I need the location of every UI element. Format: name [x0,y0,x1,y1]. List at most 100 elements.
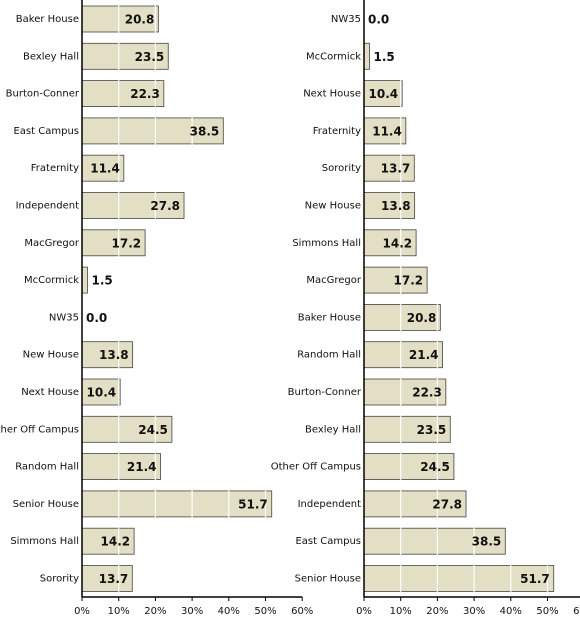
category-label: Senior House [13,499,79,510]
x-tick-label: 40% [500,606,522,617]
bar [81,565,133,592]
bar [363,80,403,107]
category-label: East Campus [295,536,361,547]
bar [81,117,224,145]
value-label: 14.2 [383,236,413,250]
value-label: 13.8 [381,199,411,213]
x-tick-label: 60% [573,606,580,617]
value-label: 21.4 [127,460,157,474]
category-label: Random Hall [297,350,361,361]
value-label: 20.8 [125,13,155,27]
x-tick-label: 10% [108,606,130,617]
value-label: 27.8 [432,497,462,511]
bar [81,527,135,555]
value-label: 38.5 [472,535,502,549]
bar [81,229,146,257]
bar [363,341,443,369]
value-label: 24.5 [420,460,450,474]
value-label: 23.5 [135,50,165,64]
value-label: 24.5 [138,423,168,437]
category-label: McCormick [24,275,79,286]
x-tick-label: 10% [390,606,412,617]
bar [81,453,161,481]
category-label: Sorority [322,163,361,174]
bar [81,266,88,294]
bar [363,453,455,481]
value-label: 11.4 [372,124,402,138]
x-tick-label: 0% [356,606,372,617]
category-label: Bexley Hall [23,51,79,62]
category-label: Burton-Conner [6,89,80,100]
value-label: 21.4 [409,348,439,362]
category-label: Independent [16,201,79,212]
value-label: 10.4 [369,87,399,101]
bar [363,490,467,518]
bar [363,229,417,257]
category-label: Baker House [298,312,361,323]
value-label: 10.4 [87,386,117,400]
category-label: New House [305,201,361,212]
x-tick-label: 30% [181,606,203,617]
bar [363,303,441,331]
category-label: East Campus [13,126,79,137]
category-label: Fraternity [31,163,79,174]
x-tick-label: 0% [74,606,90,617]
value-label: 11.4 [90,162,120,176]
bar [81,415,173,443]
x-tick-label: 50% [254,606,276,617]
bar [81,154,125,182]
value-label: 1.5 [374,50,395,64]
category-label: Sorority [40,574,79,585]
value-label: 0.0 [86,311,107,325]
category-label: MacGregor [24,238,80,249]
category-label: Other Off Campus [0,424,79,435]
category-label: Other Off Campus [271,462,361,473]
x-tick-label: 30% [463,606,485,617]
bar [363,117,407,145]
category-label: Next House [303,89,361,100]
bar [81,5,159,33]
x-tick-label: 60% [291,606,313,617]
value-label: 13.7 [99,572,129,586]
value-label: 22.3 [412,386,442,400]
category-label: NW35 [331,14,361,25]
bar [81,80,165,107]
category-label: Baker House [16,14,79,25]
value-label: 17.2 [394,274,424,288]
bar [81,490,273,518]
category-label: Simmons Hall [10,536,79,547]
bar [81,42,169,70]
value-label: 22.3 [130,87,160,101]
bar [363,415,451,443]
value-label: 13.8 [99,348,129,362]
category-label: Bexley Hall [305,424,361,435]
value-label: 51.7 [238,497,268,511]
bar [363,42,370,70]
category-label: Simmons Hall [292,238,361,249]
category-label: Independent [298,499,361,510]
x-tick-label: 50% [536,606,558,617]
value-label: 14.2 [101,535,131,549]
value-label: 13.7 [381,162,411,176]
value-label: 27.8 [150,199,180,213]
category-label: Random Hall [15,462,79,473]
category-label: Next House [21,387,79,398]
category-label: Fraternity [313,126,361,137]
category-label: New House [23,350,79,361]
value-label: 51.7 [520,572,550,586]
value-label: 20.8 [407,311,437,325]
value-label: 0.0 [368,13,389,27]
x-tick-label: 20% [144,606,166,617]
value-label: 38.5 [190,124,220,138]
value-label: 1.5 [92,274,113,288]
category-label: NW35 [49,312,79,323]
value-label: 23.5 [417,423,447,437]
category-label: Burton-Conner [288,387,362,398]
x-tick-label: 40% [218,606,240,617]
bar [363,527,506,555]
category-label: Senior House [295,574,361,585]
x-tick-label: 20% [426,606,448,617]
bar [363,565,555,592]
category-label: MacGregor [306,275,362,286]
